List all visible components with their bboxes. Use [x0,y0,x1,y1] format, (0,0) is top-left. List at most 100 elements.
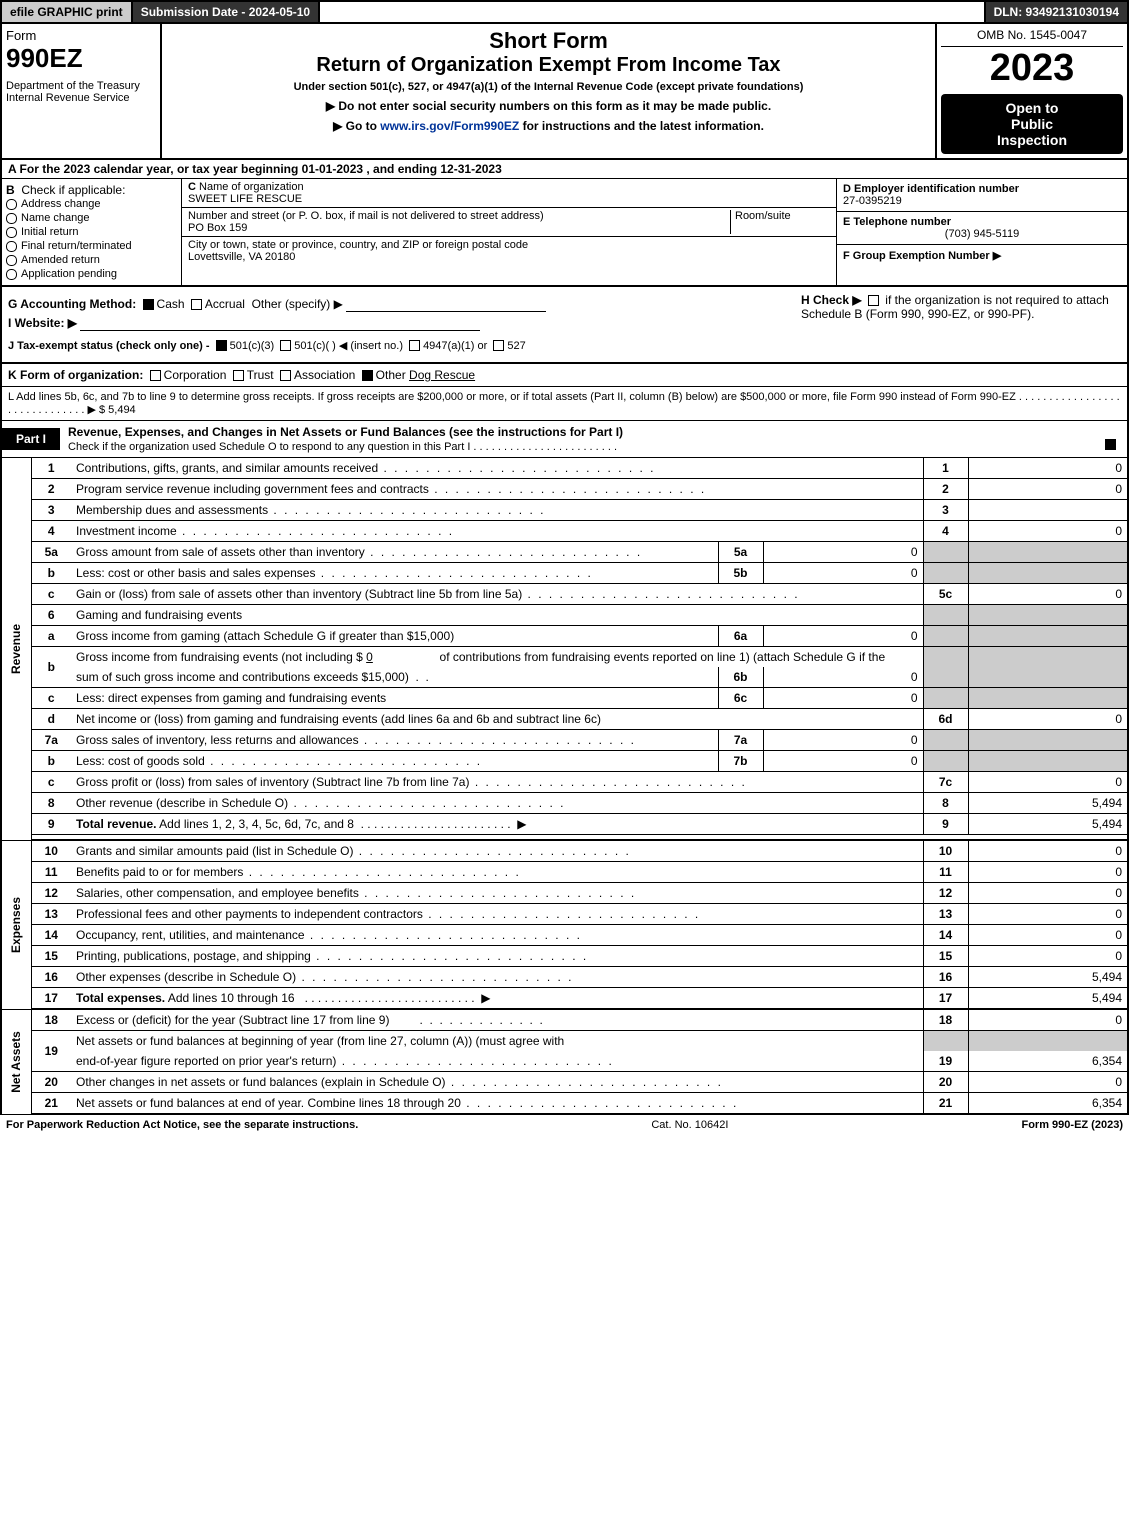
ln5c-val: 0 [968,583,1128,604]
irs-url[interactable]: www.irs.gov/Form990EZ [380,119,519,133]
g-accrual: Accrual [205,297,245,311]
expenses-table: Expenses 10 Grants and similar amounts p… [0,841,1129,1010]
b-label: B [6,183,15,197]
chk-name[interactable] [6,213,17,224]
ln7c-mn: 7c [923,771,968,792]
ln5c-num: c [31,583,71,604]
ln5b-num: b [31,562,71,583]
ln9-mn: 9 [923,813,968,834]
netassets-table: Net Assets 18 Excess or (deficit) for th… [0,1010,1129,1115]
j-501c3: 501(c)(3) [230,340,275,352]
ln5b-sn: 5b [718,562,763,583]
ln15-val: 0 [968,946,1128,967]
ln3-desc: Membership dues and assessments [76,503,268,517]
g-cash: Cash [157,297,185,311]
expenses-label: Expenses [9,897,23,953]
chk-527[interactable] [493,340,504,351]
org-name: SWEET LIFE RESCUE [188,193,302,205]
c-name-label: Name of organization [199,181,304,193]
ln3-val [968,499,1128,520]
ln1-num: 1 [31,458,71,479]
ln13-val: 0 [968,904,1128,925]
ln6b-num: b [31,646,71,687]
ln1-val: 0 [968,458,1128,479]
efile-label[interactable]: efile GRAPHIC print [2,2,133,22]
ln6d-mn: 6d [923,708,968,729]
ln2-desc: Program service revenue including govern… [76,482,429,496]
h-label: H Check ▶ [801,293,862,307]
chk-501c3[interactable] [216,340,227,351]
ln15-num: 15 [31,946,71,967]
ln18-num: 18 [31,1010,71,1031]
ln7b-desc: Less: cost of goods sold [76,754,205,768]
ln20-mn: 20 [923,1072,968,1093]
open-line-1: Open to [945,100,1119,116]
ln6c-sn: 6c [718,687,763,708]
i-label: I Website: ▶ [8,316,77,330]
ln14-num: 14 [31,925,71,946]
open-line-3: Inspection [945,132,1119,148]
chk-other[interactable] [362,370,373,381]
d-label: D Employer identification number [843,183,1019,195]
chk-cash[interactable] [143,299,154,310]
open-public-box: Open to Public Inspection [941,94,1123,154]
ln6-desc: Gaming and fundraising events [71,604,923,625]
ln18-desc: Excess or (deficit) for the year (Subtra… [76,1013,389,1027]
ln18-mn: 18 [923,1010,968,1031]
ln3-mn: 3 [923,499,968,520]
ln15-desc: Printing, publications, postage, and shi… [76,949,311,963]
goto-link[interactable]: ▶ Go to www.irs.gov/Form990EZ for instru… [166,119,931,133]
b-final: Final return/terminated [21,240,132,252]
ln19-mn: 19 [923,1051,968,1072]
ln6-num: 6 [31,604,71,625]
k-other-value: Dog Rescue [409,368,475,382]
chk-app[interactable] [6,269,17,280]
ln4-val: 0 [968,520,1128,541]
b-name: Name change [21,212,90,224]
ln5a-desc: Gross amount from sale of assets other t… [76,545,365,559]
g-label: G Accounting Method: [8,297,136,311]
topbar: efile GRAPHIC print Submission Date - 20… [0,0,1129,24]
chk-initial[interactable] [6,227,17,238]
ln21-desc: Net assets or fund balances at end of ye… [76,1096,461,1110]
footer-right: Form 990-EZ (2023) [1021,1119,1123,1131]
chk-accrual[interactable] [191,299,202,310]
open-line-2: Public [945,116,1119,132]
chk-501c[interactable] [280,340,291,351]
ln20-num: 20 [31,1072,71,1093]
website-blank[interactable] [80,317,480,331]
ln2-mn: 2 [923,478,968,499]
b-amended: Amended return [21,254,100,266]
chk-final[interactable] [6,241,17,252]
ln16-mn: 16 [923,967,968,988]
ln6d-desc: Net income or (loss) from gaming and fun… [76,712,601,726]
ln7a-sn: 7a [718,729,763,750]
chk-4947[interactable] [409,340,420,351]
chk-corp[interactable] [150,370,161,381]
ln8-val: 5,494 [968,792,1128,813]
ln6a-desc: Gross income from gaming (attach Schedul… [76,629,454,643]
ln15-mn: 15 [923,946,968,967]
ln12-num: 12 [31,883,71,904]
chk-part1-o[interactable] [1105,439,1116,450]
chk-address[interactable] [6,199,17,210]
chk-h[interactable] [868,295,879,306]
g-other-blank[interactable] [346,298,546,312]
chk-amended[interactable] [6,255,17,266]
j-label: J Tax-exempt status (check only one) - [8,340,210,352]
org-street: PO Box 159 [188,222,247,234]
part1-check: Check if the organization used Schedule … [68,441,617,453]
ln12-val: 0 [968,883,1128,904]
ln19-desc: Net assets or fund balances at beginning… [71,1031,923,1052]
col-de: D Employer identification number27-03952… [837,179,1127,285]
chk-trust[interactable] [233,370,244,381]
ln10-mn: 10 [923,841,968,862]
b-app: Application pending [21,268,117,280]
ln2-num: 2 [31,478,71,499]
c-city-label: City or town, state or province, country… [188,239,528,251]
g-other: Other (specify) ▶ [252,297,343,311]
b-addr: Address change [21,198,101,210]
ln7c-val: 0 [968,771,1128,792]
chk-assoc[interactable] [280,370,291,381]
ln16-desc: Other expenses (describe in Schedule O) [76,970,296,984]
